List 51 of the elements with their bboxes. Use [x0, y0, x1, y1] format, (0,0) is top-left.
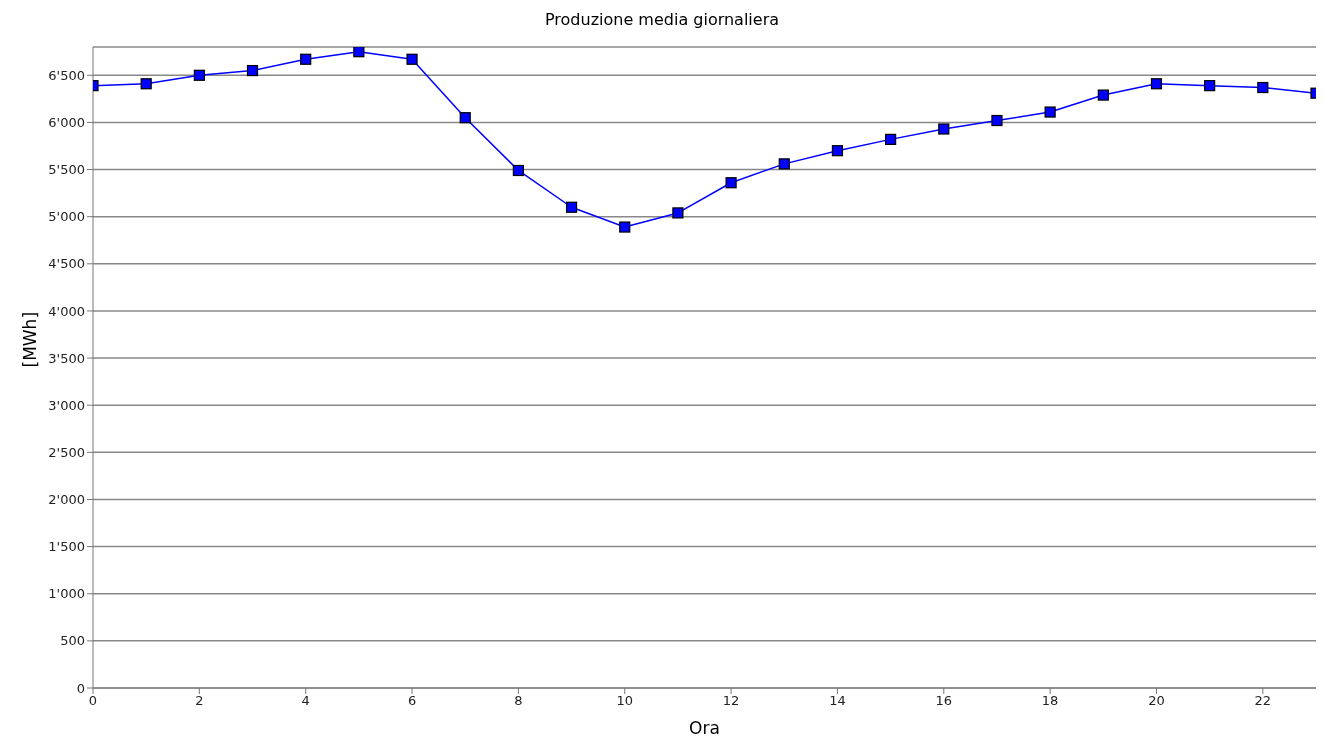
x-tick-label: 18 — [1041, 693, 1059, 709]
point — [193, 69, 205, 81]
point — [672, 207, 684, 219]
x-tick-label: 2 — [195, 693, 204, 709]
x-tick-label: 16 — [935, 693, 953, 709]
point — [619, 221, 631, 233]
point — [725, 177, 737, 189]
point — [459, 112, 471, 124]
x-tick-label: 0 — [88, 693, 98, 709]
point — [246, 64, 259, 77]
point — [1097, 89, 1109, 101]
point — [1150, 78, 1163, 90]
point — [938, 123, 950, 135]
x-tick-label: 22 — [1254, 693, 1272, 709]
x-axis-title: Ora — [689, 718, 720, 738]
point — [831, 145, 844, 157]
y-tick-label: 3'500 — [48, 350, 85, 366]
chart-title: Produzione media giornaliera — [543, 10, 781, 29]
point — [885, 133, 897, 145]
y-tick-label: 4'000 — [48, 303, 85, 319]
y-tick-label: 5'000 — [48, 209, 85, 225]
x-tick-label: 12 — [722, 693, 740, 709]
point — [565, 201, 578, 213]
y-tick-label: 6'500 — [48, 67, 85, 83]
y-tick-label: 5'500 — [48, 162, 85, 178]
point — [512, 164, 524, 177]
point — [778, 158, 790, 170]
point — [1044, 106, 1056, 118]
point — [991, 114, 1003, 127]
y-tick-label: 6'000 — [48, 115, 85, 131]
point — [300, 53, 312, 65]
y-tick-label: 4'500 — [48, 256, 85, 272]
x-tick-label: 10 — [616, 693, 634, 709]
y-tick-label: 500 — [60, 633, 85, 649]
y-tick-label: 0 — [76, 680, 85, 696]
x-tick-label: 8 — [514, 693, 523, 709]
x-tick-label: 6 — [407, 693, 417, 709]
x-tick-label: 20 — [1148, 693, 1165, 709]
point — [1204, 80, 1216, 92]
point — [406, 53, 418, 65]
y-tick-label: 2'500 — [48, 444, 85, 460]
x-tick-label: 4 — [301, 693, 310, 709]
x-tick-label: 14 — [829, 693, 846, 709]
point — [353, 47, 365, 58]
y-tick-label: 1'500 — [48, 539, 85, 555]
y-tick-label: 1'000 — [48, 586, 85, 602]
y-tick-label: 2'000 — [48, 492, 85, 508]
y-axis-title: [MWh] — [20, 311, 41, 368]
point — [1257, 81, 1269, 94]
y-tick-label: 3'000 — [48, 397, 85, 413]
point — [140, 78, 152, 90]
